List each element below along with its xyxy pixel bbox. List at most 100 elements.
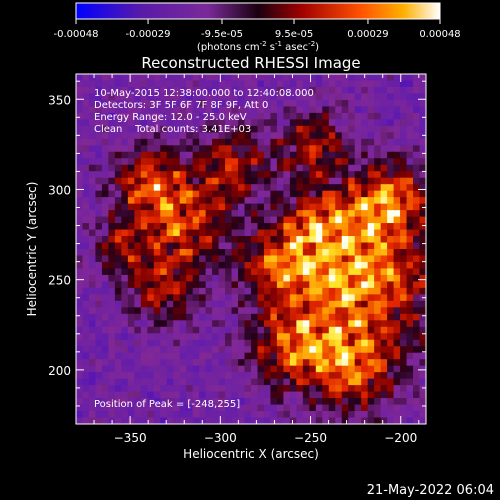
- heatmap-cell: [140, 171, 148, 179]
- heatmap-cell: [413, 184, 420, 192]
- heatmap-cell: [354, 145, 362, 153]
- heatmap-cell: [238, 125, 245, 133]
- heatmap-cell: [153, 274, 161, 282]
- heatmap-cell: [328, 236, 336, 243]
- heatmap-cell: [270, 223, 278, 230]
- heatmap-cell: [400, 359, 407, 367]
- heatmap-cell: [270, 125, 278, 133]
- heatmap-cell: [289, 190, 297, 198]
- heatmap-cell: [296, 119, 304, 127]
- heatmap-cell: [199, 249, 207, 256]
- heatmap-cell: [413, 99, 420, 107]
- heatmap-cell: [322, 320, 330, 328]
- heatmap-cell: [108, 151, 116, 159]
- heatmap-cell: [173, 132, 181, 140]
- heatmap-cell: [147, 190, 155, 198]
- heatmap-cell: [160, 132, 168, 140]
- heatmap-cell: [309, 359, 317, 367]
- heatmap-cell: [374, 197, 382, 205]
- heatmap-cell: [387, 281, 394, 289]
- heatmap-cell: [328, 125, 336, 133]
- colorbar-tick-label: 9.5e-05: [275, 29, 313, 40]
- heatmap-cell: [367, 378, 375, 386]
- heatmap-cell: [289, 372, 297, 380]
- heatmap-cell: [361, 138, 369, 146]
- heatmap-cell: [387, 339, 394, 347]
- heatmap-cell: [367, 125, 375, 133]
- heatmap-cell: [328, 158, 336, 166]
- heatmap-cell: [192, 164, 200, 172]
- heatmap-cell: [335, 86, 343, 94]
- heatmap-cell: [263, 404, 271, 412]
- heatmap-cell: [348, 177, 356, 185]
- heatmap-cell: [341, 158, 349, 166]
- heatmap-cell: [179, 145, 187, 153]
- heatmap-cell: [147, 145, 155, 153]
- heatmap-cell: [225, 268, 232, 276]
- heatmap-cell: [108, 300, 116, 308]
- heatmap-cell: [289, 119, 297, 127]
- heatmap-cell: [257, 333, 265, 341]
- heatmap-cell: [406, 138, 414, 146]
- heatmap-cell: [238, 74, 245, 81]
- heatmap-cell: [257, 249, 265, 256]
- heatmap-cell: [225, 255, 232, 263]
- heatmap-cell: [374, 404, 382, 412]
- heatmap-cell: [134, 404, 142, 412]
- heatmap-cell: [108, 352, 116, 360]
- heatmap-cell: [276, 197, 284, 205]
- heatmap-cell: [380, 158, 388, 166]
- heatmap-cell: [101, 106, 109, 114]
- heatmap-cell: [367, 359, 375, 367]
- heatmap-cell: [153, 184, 161, 192]
- heatmap-cell: [380, 112, 388, 120]
- heatmap-cell: [413, 151, 420, 159]
- heatmap-cell: [406, 158, 414, 166]
- heatmap-cell: [114, 372, 122, 380]
- heatmap-cell: [400, 158, 407, 166]
- heatmap-cell: [393, 184, 401, 192]
- heatmap-cell: [374, 145, 382, 153]
- heatmap-cell: [238, 138, 245, 146]
- heatmap-cell: [108, 177, 116, 185]
- heatmap-cell: [367, 229, 375, 237]
- heatmap-cell: [186, 398, 194, 405]
- heatmap-cell: [341, 261, 349, 269]
- heatmap-cell: [367, 249, 375, 256]
- heatmap-cell: [328, 300, 336, 308]
- heatmap-cell: [374, 242, 382, 250]
- heatmap-cell: [147, 385, 155, 392]
- heatmap-cell: [380, 281, 388, 289]
- heatmap-cell: [354, 359, 362, 367]
- heatmap-cell: [82, 261, 90, 269]
- heatmap-cell: [315, 125, 323, 133]
- heatmap-cell: [186, 352, 194, 360]
- heatmap-cell: [134, 339, 142, 347]
- heatmap-cell: [380, 274, 388, 282]
- heatmap-cell: [276, 216, 284, 224]
- heatmap-cell: [276, 249, 284, 256]
- heatmap-cell: [354, 313, 362, 321]
- heatmap-cell: [270, 326, 278, 334]
- heatmap-cell: [153, 112, 161, 120]
- heatmap-cell: [76, 151, 83, 159]
- heatmap-cell: [192, 333, 200, 341]
- x-axis-label: Heliocentric X (arcsec): [183, 447, 319, 461]
- heatmap-cell: [76, 112, 83, 120]
- heatmap-cell: [101, 158, 109, 166]
- heatmap-cell: [289, 333, 297, 341]
- heatmap-cell: [244, 210, 252, 217]
- heatmap-cell: [134, 112, 142, 120]
- heatmap-cell: [212, 216, 219, 224]
- heatmap-cell: [218, 404, 226, 412]
- heatmap-cell: [231, 119, 239, 127]
- heatmap-cell: [400, 138, 407, 146]
- heatmap-cell: [302, 404, 310, 412]
- heatmap-cell: [121, 112, 129, 120]
- heatmap-cell: [127, 210, 135, 217]
- heatmap-cell: [393, 391, 401, 399]
- heatmap-cell: [114, 274, 122, 282]
- heatmap-cell: [289, 236, 297, 243]
- heatmap-cell: [153, 268, 161, 276]
- heatmap-cell: [218, 119, 226, 127]
